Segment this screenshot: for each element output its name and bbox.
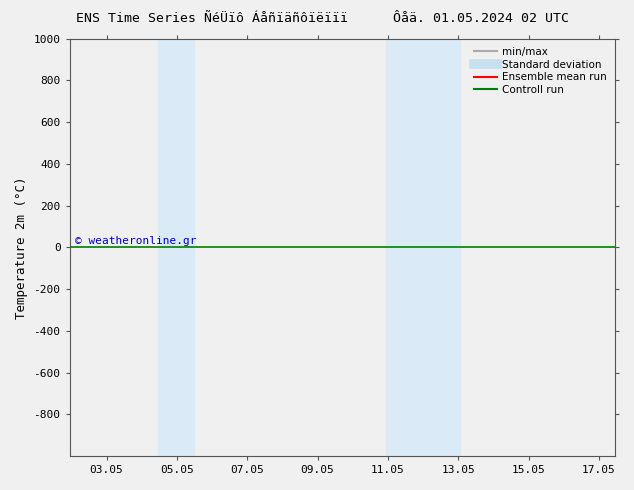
Bar	[386, 39, 460, 456]
Legend: min/max, Standard deviation, Ensemble mean run, Controll run: min/max, Standard deviation, Ensemble me…	[470, 44, 610, 98]
Y-axis label: Temperature 2m (°C): Temperature 2m (°C)	[15, 176, 28, 318]
Text: Ôåä. 01.05.2024 02 UTC: Ôåä. 01.05.2024 02 UTC	[393, 12, 569, 25]
Text: © weatheronline.gr: © weatheronline.gr	[75, 236, 197, 246]
Bar	[157, 39, 195, 456]
Text: ENS Time Series ÑéÜïô Áåñïäñôïëïïï: ENS Time Series ÑéÜïô Áåñïäñôïëïïï	[76, 12, 348, 25]
